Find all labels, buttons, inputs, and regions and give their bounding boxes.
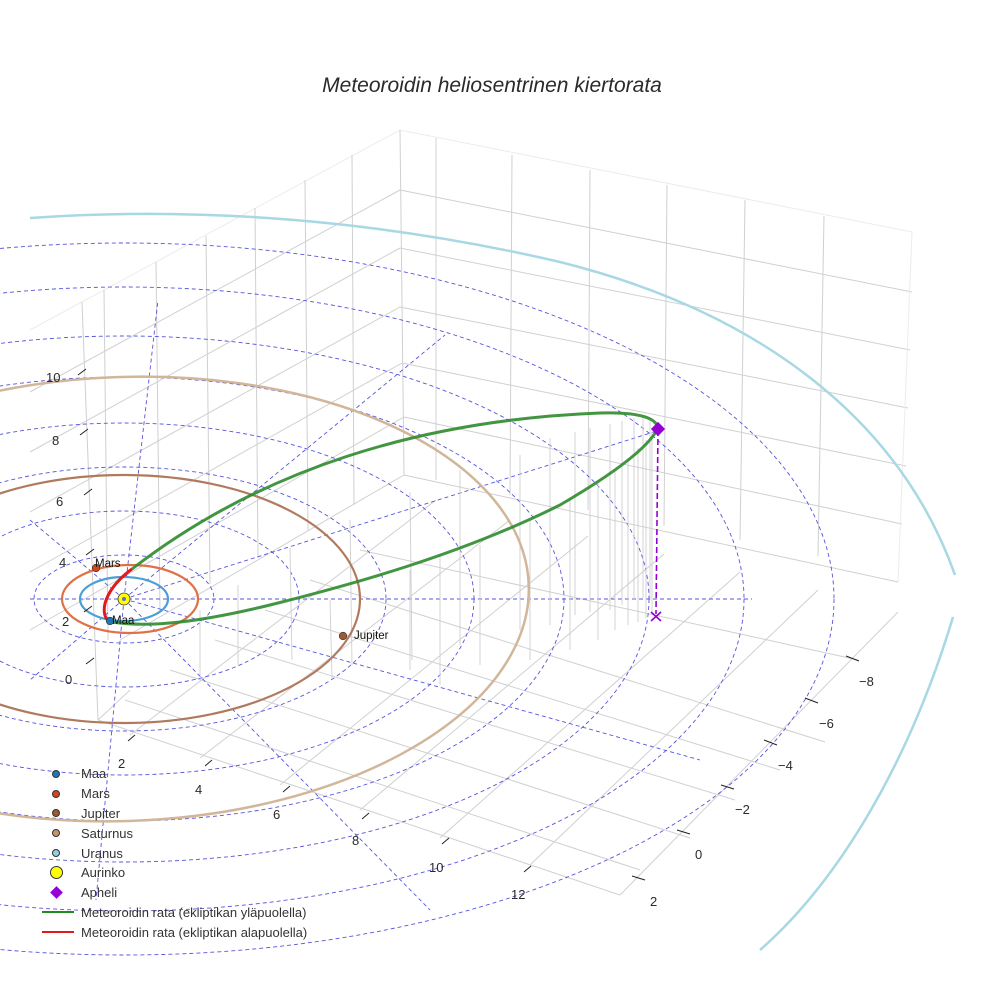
legend-item-aurinko[interactable]: Aurinko <box>36 863 307 883</box>
legend-label: Meteoroidin rata (ekliptikan alapuolella… <box>81 924 308 940</box>
chart-title: Meteoroidin heliosentrinen kiertorata <box>322 74 662 97</box>
x-tick-6: 6 <box>273 807 280 822</box>
drop-lines <box>199 417 653 685</box>
y-tick-neg4: −4 <box>778 758 793 773</box>
dot-icon <box>36 766 76 782</box>
jupiter-orbit <box>0 473 362 725</box>
legend-item-maa[interactable]: Maa <box>36 764 307 784</box>
z-tick-10: 10 <box>46 370 60 385</box>
mars-marker[interactable] <box>91 563 101 573</box>
ecliptic-grid <box>0 242 835 956</box>
legend-label: Saturnus <box>81 825 134 841</box>
legend-item-jupiter[interactable]: Jupiter <box>36 804 307 824</box>
saturn-orbit <box>0 375 531 823</box>
legend-item-uranus[interactable]: Uranus <box>36 843 307 863</box>
aphelion-marker[interactable] <box>650 421 666 437</box>
z-tick-8: 8 <box>52 433 59 448</box>
dot-icon <box>36 805 76 821</box>
line-icon <box>36 924 76 940</box>
mars-label: Mars <box>95 558 121 570</box>
mars-orbit <box>60 563 200 635</box>
legend-label: Mars <box>81 786 110 802</box>
legend-item-apheli[interactable]: Apheli <box>36 883 307 903</box>
y-tick-0: 0 <box>695 847 702 862</box>
line-icon <box>36 904 76 920</box>
legend-label: Aurinko <box>81 865 126 881</box>
y-axis <box>631 655 860 881</box>
dot-icon <box>36 845 76 861</box>
legend-item-mars[interactable]: Mars <box>36 784 307 804</box>
uranus-orbit <box>29 212 957 576</box>
sun-center <box>122 597 126 601</box>
y-tick-2: 2 <box>650 894 657 909</box>
legend-item-orbit-below[interactable]: Meteoroidin rata (ekliptikan alapuolella… <box>36 922 307 942</box>
legend-label: Apheli <box>81 885 118 901</box>
aphelion-projection-marker <box>650 611 662 622</box>
y-tick-neg2: −2 <box>735 802 750 817</box>
z-tick-2: 2 <box>62 614 69 629</box>
diamond-icon <box>36 885 76 901</box>
z-axis <box>77 368 95 665</box>
legend-label: Uranus <box>81 845 123 861</box>
x-tick-8: 8 <box>352 833 359 848</box>
earth-marker[interactable] <box>105 616 115 626</box>
x-tick-2: 2 <box>118 756 125 771</box>
earth-label: Maa <box>112 615 135 627</box>
legend-item-orbit-above[interactable]: Meteoroidin rata (ekliptikan yläpuolella… <box>36 903 307 923</box>
z-tick-6: 6 <box>56 494 63 509</box>
aphelion-projection-line <box>655 429 659 615</box>
y-tick-neg8: −8 <box>859 674 874 689</box>
x-axis <box>127 734 532 873</box>
z-tick-4: 4 <box>59 555 66 570</box>
legend-label: Maa <box>81 766 107 782</box>
x-tick-4: 4 <box>195 782 202 797</box>
y-tick-neg6: −6 <box>819 716 834 731</box>
dot-icon <box>36 825 76 841</box>
legend: Maa Mars Jupiter Saturnus Uranus Aurinko… <box>36 764 307 942</box>
legend-label: Jupiter <box>81 805 121 821</box>
dot-icon <box>36 786 76 802</box>
uranus-orbit-lower <box>759 616 955 951</box>
legend-item-saturnus[interactable]: Saturnus <box>36 823 307 843</box>
jupiter-label: Jupiter <box>354 630 389 642</box>
z-tick-0: 0 <box>65 672 72 687</box>
x-tick-10: 10 <box>429 860 443 875</box>
jupiter-marker[interactable] <box>338 631 348 641</box>
meteoroid-orbit-above <box>111 411 660 626</box>
legend-label: Meteoroidin rata (ekliptikan yläpuolella… <box>81 904 307 920</box>
x-tick-12: 12 <box>511 887 525 902</box>
sun-icon <box>36 865 76 881</box>
